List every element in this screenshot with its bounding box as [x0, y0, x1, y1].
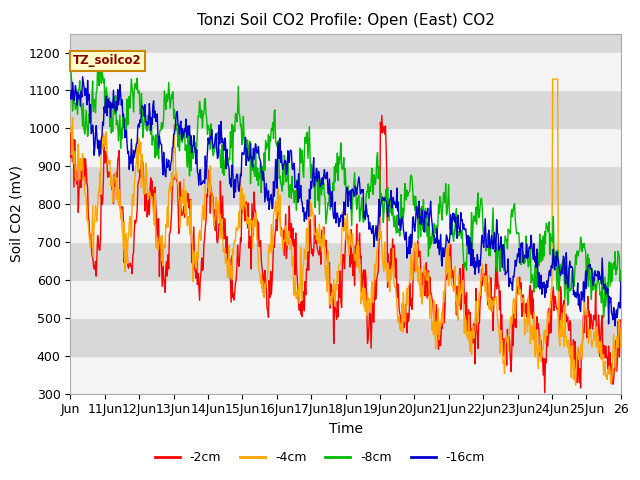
Text: TZ_soilco2: TZ_soilco2 [73, 54, 142, 67]
Bar [70, 356, 621, 394]
Bar [70, 166, 621, 204]
Y-axis label: Soil CO2 (mV): Soil CO2 (mV) [9, 165, 23, 262]
Bar [70, 90, 621, 128]
X-axis label: Time: Time [328, 422, 363, 436]
Title: Tonzi Soil CO2 Profile: Open (East) CO2: Tonzi Soil CO2 Profile: Open (East) CO2 [196, 13, 495, 28]
Bar [70, 204, 621, 242]
Legend: -2cm, -4cm, -8cm, -16cm: -2cm, -4cm, -8cm, -16cm [150, 446, 490, 469]
Bar [70, 52, 621, 90]
Bar [70, 318, 621, 356]
Bar [70, 128, 621, 166]
Bar [70, 242, 621, 280]
Bar [70, 280, 621, 318]
